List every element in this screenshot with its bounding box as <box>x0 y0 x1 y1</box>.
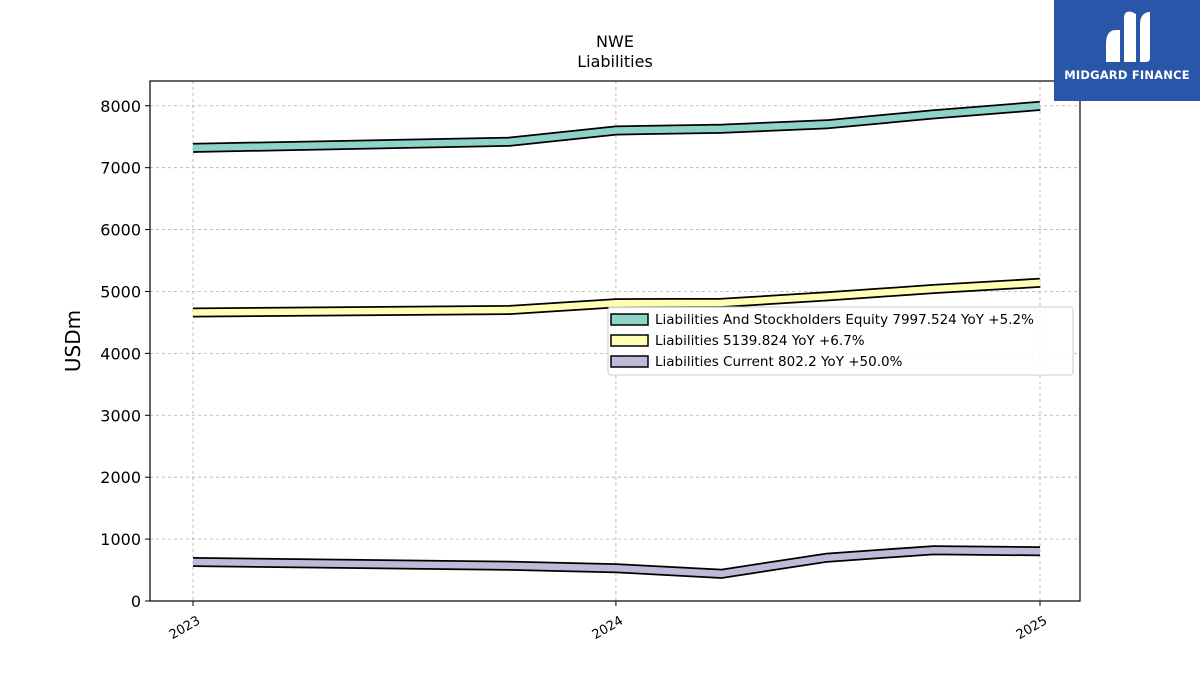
x-tick-label: 2025 <box>1014 613 1050 643</box>
y-tick-label: 6000 <box>100 221 141 240</box>
series-2-line <box>192 279 1041 316</box>
series-1-outline <box>192 100 1041 153</box>
x-tick-label: 2023 <box>167 613 203 643</box>
plot-frame <box>149 80 1081 602</box>
y-tick-label: 4000 <box>100 344 141 363</box>
y-tick-label: 5000 <box>100 282 141 301</box>
legend-swatch <box>610 334 649 347</box>
x-tick-label: 2024 <box>590 613 626 643</box>
chart-title: NWE <box>596 32 634 51</box>
y-tick-label: 2000 <box>100 468 141 487</box>
y-tick-label: 8000 <box>100 97 141 116</box>
series-3-line <box>192 546 1041 578</box>
series-layer <box>192 100 1041 579</box>
y-tick-label: 0 <box>131 592 141 611</box>
logo-text: MIDGARD FINANCE <box>1064 68 1190 82</box>
legend: Liabilities And Stockholders Equity 7997… <box>607 306 1074 376</box>
y-tick-label: 7000 <box>100 159 141 178</box>
legend-label: Liabilities Current 802.2 YoY +50.0% <box>655 354 903 370</box>
y-tick-label: 3000 <box>100 406 141 425</box>
legend-swatch <box>610 355 649 368</box>
legend-swatch <box>610 313 649 326</box>
logo-mark-icon <box>1106 11 1150 63</box>
series-1-line <box>192 102 1041 152</box>
chart-subtitle: Liabilities <box>577 52 653 71</box>
y-axis-label: USDm <box>61 310 85 372</box>
legend-box <box>607 306 1074 376</box>
brand-logo: MIDGARD FINANCE <box>1054 0 1200 101</box>
legend-label: Liabilities And Stockholders Equity 7997… <box>655 312 1034 328</box>
legend-label: Liabilities 5139.824 YoY +6.7% <box>655 333 865 349</box>
y-tick-label: 1000 <box>100 530 141 549</box>
axes: 0 1000 2000 3000 4000 5000 6000 7000 8000 2023 202… <box>100 97 1050 643</box>
